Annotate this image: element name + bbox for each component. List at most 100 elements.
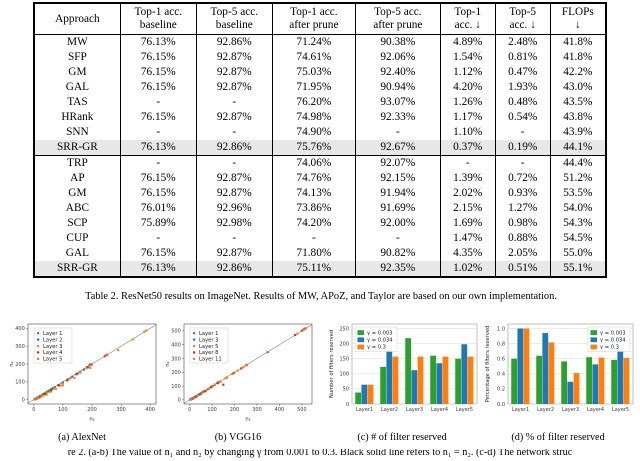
table-cell-value: 92.40% — [354, 65, 441, 81]
table-cell-approach: SRR-GR — [32, 140, 121, 156]
table-cell-value: 92.86% — [195, 140, 273, 156]
svg-text:100: 100 — [171, 384, 181, 390]
table-cell-value: 90.82% — [354, 246, 441, 262]
table-row: CUP - - - -1.47% 0.88% 54.5% — [32, 231, 607, 247]
svg-text:400: 400 — [275, 407, 285, 413]
svg-text:Number of filters reserved: Number of filters reserved — [329, 330, 335, 398]
col-header-top5-drop: Top-5 acc. ↓ — [494, 2, 551, 36]
table-row: SFP 76.15% 92.87% 74.61% 92.06% 1.54% 0.81% 41.… — [32, 50, 607, 66]
table-cell-value: 76.15% — [119, 186, 197, 202]
col-header-top5-baseline: Top-5 acc. baseline — [195, 2, 273, 36]
svg-text:Layer1: Layer1 — [356, 407, 373, 413]
table-cell-value: 92.67% — [354, 140, 441, 156]
table-row: GM 76.15% 92.87% 75.03% 92.40% 1.12% 0.47% 42.2… — [32, 65, 607, 81]
svg-text:Layer 1: Layer 1 — [199, 331, 218, 337]
table-cell-value: 0.88% — [494, 231, 551, 247]
svg-text:γ = 0.3: γ = 0.3 — [367, 345, 386, 351]
table-cell-value: 91.94% — [354, 186, 441, 202]
svg-text:Layer 3: Layer 3 — [43, 344, 62, 350]
svg-text:Layer 5: Layer 5 — [199, 344, 218, 350]
svg-text:400: 400 — [171, 342, 181, 348]
table-cell-value: 1.27% — [494, 201, 551, 217]
table-cell-value: 74.61% — [271, 50, 356, 66]
table-cell-value: - — [119, 95, 197, 111]
table-cell-value: 73.86% — [271, 201, 356, 217]
results-table-container: Approach Top-1 acc. baseline Top-5 acc. … — [32, 2, 607, 279]
svg-text:150: 150 — [339, 357, 349, 363]
table-row: MW 76.13% 92.86% 71.24% 90.38% 4.89% 2.48% 41.8… — [32, 34, 607, 51]
table-cell-value: - — [439, 155, 496, 172]
col-header-approach: Approach — [32, 2, 121, 36]
table-cell-value: 76.15% — [119, 246, 197, 262]
svg-text:300: 300 — [252, 407, 262, 413]
bar-svg: 0.0 0.2 0.4 0.6 0.8 1.0 Layer1 Layer2 Layer3 Laye… — [485, 323, 634, 413]
table-cell-value: 76.15% — [119, 171, 197, 187]
svg-text:300: 300 — [116, 407, 126, 413]
svg-text:Layer3: Layer3 — [406, 407, 423, 413]
col-header-top5-drop-line2: acc. ↓ — [509, 19, 536, 32]
figure-caption-c: (c) # of filter reserved — [357, 432, 447, 443]
svg-text:400: 400 — [145, 407, 155, 413]
svg-text:Layer 2: Layer 2 — [43, 337, 62, 343]
table-cell-value: 0.19% — [494, 140, 551, 156]
table-row: TAS - -76.20% 93.07% 1.26% 0.48% 43.5% — [32, 95, 607, 111]
svg-text:Layer 11: Layer 11 — [199, 357, 222, 363]
table-cell-value: 51.2% — [549, 171, 607, 187]
svg-text:200: 200 — [171, 370, 181, 376]
svg-text:100: 100 — [58, 407, 68, 413]
figure-vgg16: 0 100 200 300 400 500 0 100 200 300 400 500 n₁ n₂ Laye… — [158, 318, 318, 461]
table-cell-approach: GAL — [32, 80, 121, 96]
table-cell-value: 1.47% — [439, 231, 496, 247]
scatter-svg: 0 100 200 300 400 500 0 100 200 300 400 500 n₁ n₂ Laye… — [165, 323, 313, 423]
table-cell-approach: GAL — [32, 246, 121, 262]
table-cell-value: 75.76% — [271, 140, 356, 156]
table-cell-value: 0.81% — [494, 50, 551, 66]
table-cell-value: 74.20% — [271, 216, 356, 232]
svg-text:n₁: n₁ — [245, 417, 250, 423]
table-cell-value: 92.06% — [354, 50, 441, 66]
svg-text:Layer 4: Layer 4 — [43, 350, 63, 356]
table-row: SNN - -74.90% -1.10% -43.9% — [32, 125, 607, 141]
table-cell-value: 44.1% — [549, 140, 607, 156]
figure-num-filters: 0 50 100 150 200 250 Layer1 Layer2 Layer3 Layer4 L… — [322, 318, 482, 461]
table-cell-value: 74.76% — [271, 171, 356, 187]
svg-text:Layer 1: Layer 1 — [43, 331, 62, 337]
table-cell-value: - — [494, 155, 551, 172]
table-cell-value: 0.54% — [494, 110, 551, 126]
table-cell-value: 54.3% — [549, 216, 607, 232]
bar-svg: 0 50 100 150 200 250 Layer1 Layer2 Layer3 Layer4 L… — [329, 323, 478, 413]
table-cell-value: 92.86% — [195, 34, 273, 51]
table-cell-value: - — [119, 155, 197, 172]
table-cell-value: 42.2% — [549, 65, 607, 81]
table-cell-value: 75.03% — [271, 65, 356, 81]
table-cell-value: 1.69% — [439, 216, 496, 232]
table-cell-value: - — [195, 95, 273, 111]
svg-text:400: 400 — [15, 326, 25, 332]
table-cell-value: 41.8% — [549, 50, 607, 66]
table-cell-value: 1.93% — [494, 80, 551, 96]
plot-vgg16: 0 100 200 300 400 500 0 100 200 300 400 500 n₁ n₂ Laye… — [158, 320, 318, 424]
col-header-top1-pruned-line2: after prune — [289, 19, 339, 32]
col-header-flops: FLOPs ↓ — [549, 2, 607, 36]
svg-text:1.0: 1.0 — [497, 326, 505, 332]
svg-text:0: 0 — [346, 402, 349, 408]
col-header-top5-pruned-line2: after prune — [373, 19, 423, 32]
table-cell-value: - — [271, 231, 356, 247]
col-header-top5-baseline-line1: Top-5 acc. — [210, 6, 259, 18]
table-cell-value: 92.87% — [195, 186, 273, 202]
svg-text:Layer5: Layer5 — [612, 407, 629, 413]
svg-text:0.0: 0.0 — [497, 402, 505, 408]
table-cell-value: 55.0% — [549, 246, 607, 262]
table-cell-value: 75.11% — [271, 261, 356, 279]
table-cell-value: 92.33% — [354, 110, 441, 126]
table-cell-value: 2.48% — [494, 34, 551, 51]
table-cell-value: 71.95% — [271, 80, 356, 96]
table-cell-value: 43.5% — [549, 95, 607, 111]
table-cell-value: 76.15% — [119, 110, 197, 126]
table-cell-value: 92.87% — [195, 80, 273, 96]
table-cell-value: 0.72% — [494, 171, 551, 187]
col-header-top5-pruned: Top-5 acc. after prune — [354, 2, 441, 36]
svg-text:Layer4: Layer4 — [587, 407, 604, 413]
col-header-top1-pruned: Top-1 acc. after prune — [271, 2, 356, 36]
